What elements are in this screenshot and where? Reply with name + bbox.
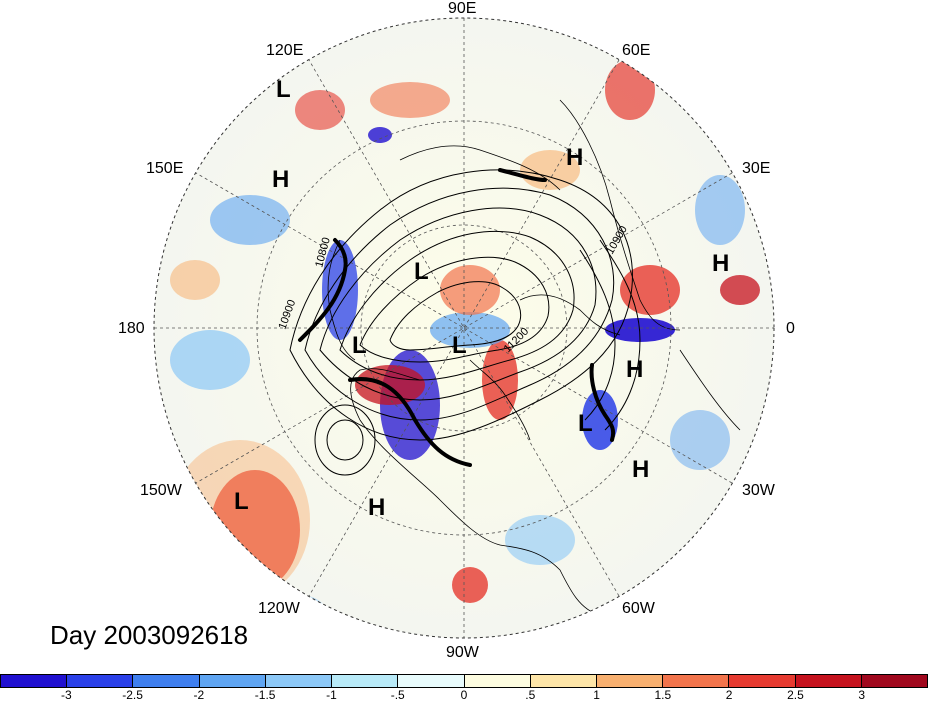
coastlines (327, 99, 741, 616)
high-pressure-marker: H (626, 356, 644, 383)
colorbar-cell (596, 675, 664, 687)
high-pressure-marker: H (566, 144, 584, 171)
lon-label-30w: 30W (742, 482, 775, 499)
colorbar-tick-label: 3 (858, 688, 866, 702)
lon-label-60w: 60W (622, 600, 655, 617)
anomaly-blob (295, 90, 345, 130)
lon-label-150e: 150E (146, 160, 184, 177)
colorbar-cell (1, 675, 68, 687)
day-title: Day 2003092618 (50, 620, 249, 650)
anomaly-blob (355, 365, 425, 405)
low-pressure-marker: L (276, 76, 291, 103)
anomaly-blob (605, 60, 655, 120)
colorbar-cell (199, 675, 266, 687)
colorbar-cell (332, 675, 399, 687)
lon-label-180: 180 (118, 320, 145, 337)
colorbar-cell (464, 675, 531, 687)
lon-label-120e: 120E (266, 42, 304, 59)
lon-label-0: 0 (786, 320, 795, 337)
colorbar-tick-label: 2 (725, 688, 733, 702)
low-pressure-marker: L (352, 332, 367, 359)
colorbar-tick-label: -1 (326, 688, 337, 702)
anomaly-blob (368, 127, 392, 143)
colorbar-tick-label: 2.5 (787, 688, 804, 702)
map-border (153, 17, 775, 639)
lon-label-120w: 120W (258, 600, 300, 617)
lon-label-60e: 60E (622, 42, 651, 59)
height-contours (289, 169, 641, 476)
lon-label-30e: 30E (742, 160, 771, 177)
colorbar-cell (861, 675, 928, 687)
graticule (154, 18, 774, 638)
anomaly-blob (505, 515, 575, 565)
anomaly-blob (720, 275, 760, 305)
colorbar-tick-label: 0 (460, 688, 468, 702)
anomaly-blob (670, 410, 730, 470)
colorbar-cell (530, 675, 597, 687)
colorbar-tick-label: -.5 (390, 688, 405, 702)
anomaly-blob (370, 82, 450, 118)
colorbar-cell (795, 675, 862, 687)
colorbar-tick-label: -3 (60, 688, 72, 702)
lon-label-90e: 90E (448, 0, 477, 17)
colorbar-cell (663, 675, 730, 687)
anomaly-blob (210, 195, 290, 245)
colorbar-cell (398, 675, 465, 687)
anomaly-blob (570, 615, 630, 638)
high-pressure-marker: H (632, 456, 650, 483)
colorbar-tick-label: 1.5 (654, 688, 672, 702)
colorbar-tick-label: -2 (193, 688, 205, 702)
anomaly-blob (695, 175, 745, 245)
low-pressure-marker: L (234, 488, 249, 515)
high-pressure-marker: H (712, 250, 730, 277)
colorbar-tick-label: .5 (525, 688, 536, 702)
low-pressure-marker: L (414, 258, 429, 285)
low-pressure-marker: L (578, 410, 593, 437)
colorbar-cell (67, 675, 134, 687)
colorbar-tick-label: -1.5 (254, 688, 276, 702)
anomaly-blob (430, 312, 510, 348)
lon-label-90w: 90W (446, 644, 479, 661)
lon-label-150w: 150W (140, 482, 182, 499)
anomaly-blob (170, 440, 310, 600)
low-pressure-marker: L (452, 332, 467, 359)
colorbar-tick-label: 1 (593, 688, 600, 702)
anomaly-blob (440, 265, 500, 315)
high-pressure-marker: H (368, 494, 386, 521)
colorbar (0, 674, 928, 688)
colorbar-cell (729, 675, 796, 687)
colorbar-tick-label: -2.5 (122, 688, 143, 702)
anomaly-blob (452, 567, 488, 603)
anomaly-blob (170, 330, 250, 390)
jet-streaks (298, 168, 616, 467)
anomaly-blob (170, 260, 220, 300)
anomaly-blob (582, 390, 618, 450)
colorbar-cell (265, 675, 333, 687)
high-pressure-marker: H (272, 166, 290, 193)
colorbar-cell (133, 675, 200, 687)
